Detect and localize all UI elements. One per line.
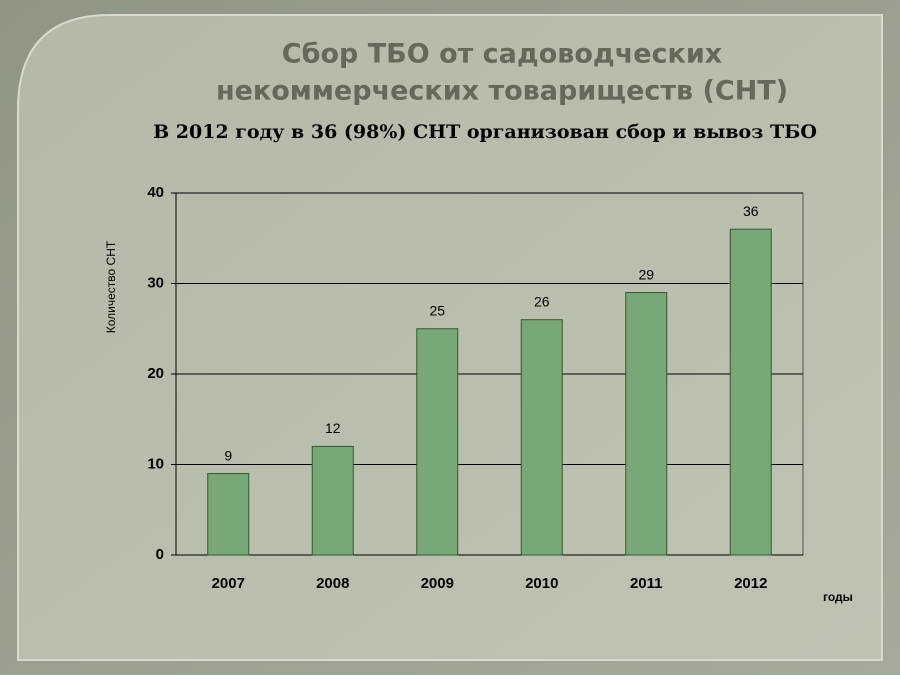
x-tick-label: 2012 (734, 575, 767, 592)
bar (729, 228, 772, 556)
subtitle: В 2012 году в 36 (98%) СНТ организован с… (153, 121, 817, 143)
x-tick-label: 2011 (630, 575, 663, 592)
bar (416, 328, 459, 556)
y-tick-label: 20 (147, 365, 164, 382)
y-tick-label: 0 (156, 546, 164, 563)
bar (625, 292, 668, 556)
plot: 0 10 20 30 40 2007 9 2008 12 2009 25 2010 26 2011 29 20… (147, 184, 804, 592)
value-label: 29 (638, 266, 654, 282)
y-tick-label: 10 (147, 455, 164, 472)
y-axis-label: Количество СНТ (104, 240, 118, 333)
title-line: Сбор ТБО от садоводческих (282, 39, 722, 70)
x-tick-label: 2007 (212, 575, 245, 592)
x-tick-label: 2010 (525, 575, 558, 592)
value-label: 25 (429, 302, 445, 318)
value-label: 36 (743, 203, 759, 219)
value-label: 12 (325, 420, 341, 436)
bar (311, 445, 354, 556)
title: Сбор ТБО от садоводческих некоммерческих… (216, 39, 788, 107)
x-axis-label: годы (823, 590, 853, 604)
bar (207, 473, 250, 556)
title-line: некоммерческих товариществ (СНТ) (216, 76, 788, 107)
value-label: 9 (224, 447, 232, 463)
x-tick-label: 2008 (316, 575, 349, 592)
value-label: 26 (534, 293, 550, 309)
y-tick-label: 30 (147, 274, 164, 291)
y-tick-label: 40 (147, 184, 164, 201)
x-tick-label: 2009 (421, 575, 454, 592)
bar (520, 319, 563, 556)
